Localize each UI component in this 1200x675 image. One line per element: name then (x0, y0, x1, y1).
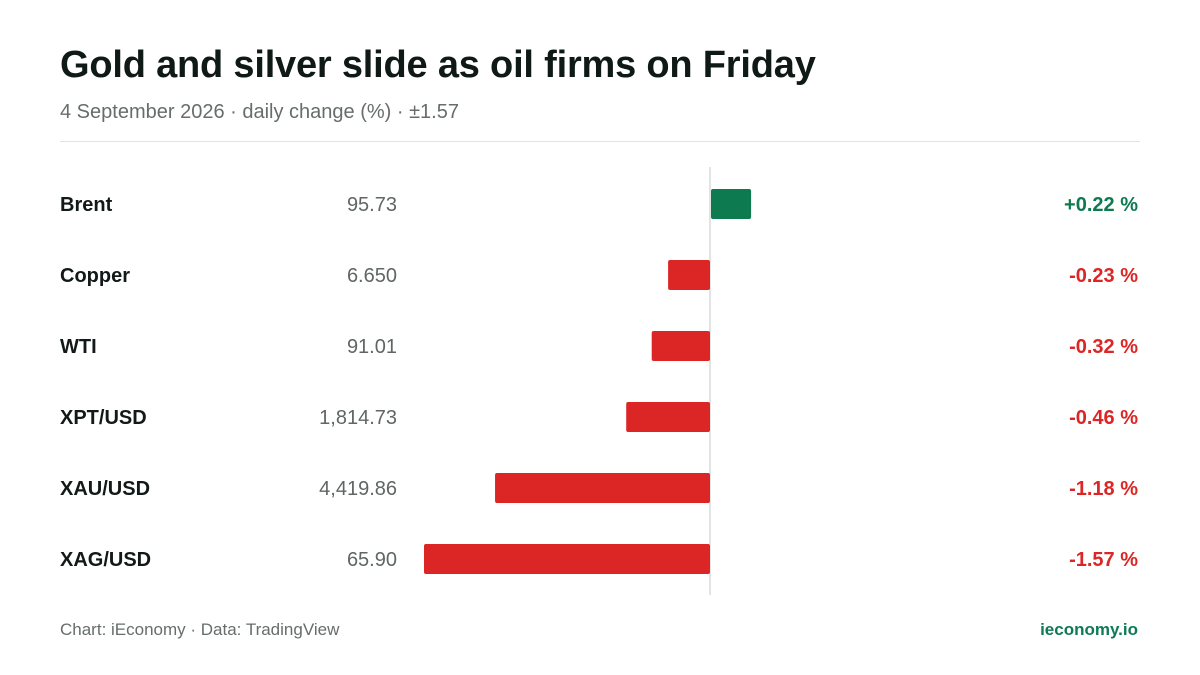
category-label: XAU/USD (60, 478, 150, 500)
price-label: 1,814.73 (319, 407, 397, 429)
price-label: 4,419.86 (319, 478, 397, 500)
bar (495, 473, 710, 503)
source-credit: Chart: iEconomy · Data: TradingView (60, 620, 340, 639)
bar (711, 189, 752, 219)
category-label: XPT/USD (60, 407, 147, 429)
value-label: -0.46 % (1069, 407, 1138, 429)
category-label: Copper (60, 265, 130, 287)
value-label: +0.22 % (1064, 194, 1138, 216)
bar (651, 331, 710, 361)
chart-subtitle: 4 September 2026 · daily change (%) · ±1… (60, 101, 459, 123)
brand-link[interactable]: ieconomy.io (1040, 620, 1138, 639)
chart-title: Gold and silver slide as oil firms on Fr… (60, 44, 816, 86)
value-label: -1.57 % (1069, 549, 1138, 571)
value-label: -1.18 % (1069, 478, 1138, 500)
price-label: 6.650 (347, 265, 397, 287)
header-divider (60, 141, 1140, 142)
value-label: -0.32 % (1069, 336, 1138, 358)
bar (668, 260, 710, 290)
price-label: 65.90 (347, 549, 397, 571)
value-label: -0.23 % (1069, 265, 1138, 287)
category-label: WTI (60, 336, 97, 358)
price-label: 95.73 (347, 194, 397, 216)
bar (626, 402, 710, 432)
category-label: XAG/USD (60, 549, 151, 571)
price-label: 91.01 (347, 336, 397, 358)
bar (424, 544, 710, 574)
category-label: Brent (60, 194, 113, 216)
